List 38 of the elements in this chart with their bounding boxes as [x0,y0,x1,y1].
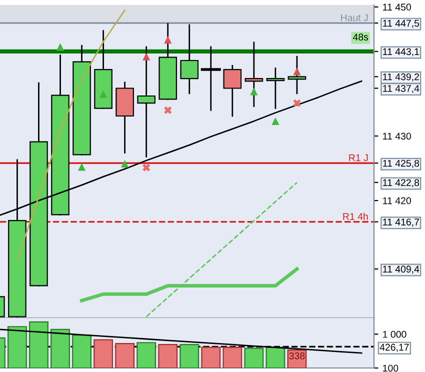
line-series [16,9,126,261]
candlestick [244,42,264,108]
point [78,163,86,171]
y-tick-label: 11 439,2 [383,73,419,82]
point [56,43,64,51]
candlestick [137,46,156,158]
point [250,88,258,96]
y-tick-label: 11 420 [383,197,411,204]
y-tick-label: 11 409,4 [383,266,420,274]
candlestick [180,24,199,94]
y-tick-label: 11 416,7 [383,218,419,227]
point [142,52,150,60]
point [142,164,150,172]
y-tick-label: 100 [383,364,398,372]
y-tick-label: 11 447,5 [383,20,420,28]
data-label: 338 [289,352,305,360]
annotation: 48s [352,34,368,40]
point [272,117,280,125]
y-tick-label: 11 422,8 [383,179,420,188]
ref-line-label: R1 4h [343,212,368,220]
ref-line-label: Haut J [341,14,368,22]
y-tick-label: 11 443,1 [383,48,419,56]
point [293,68,301,76]
ref-line-label: R1 J [349,154,368,162]
candlestick [266,68,285,109]
point [99,90,108,98]
y-tick-label: 11 430 [383,132,411,140]
point [164,106,172,114]
y-tick-label: 11 425,8 [383,160,420,168]
point [293,99,301,107]
ref-line-label: 426,17 [380,344,409,352]
y-tick-label: 11 437,4 [383,84,420,94]
candlestick [288,56,306,94]
candlestick [223,64,242,117]
y-tick-label: 1 000 [383,330,406,338]
point [164,36,172,44]
point [121,160,129,168]
y-tick-label: 11 450 [383,4,411,11]
